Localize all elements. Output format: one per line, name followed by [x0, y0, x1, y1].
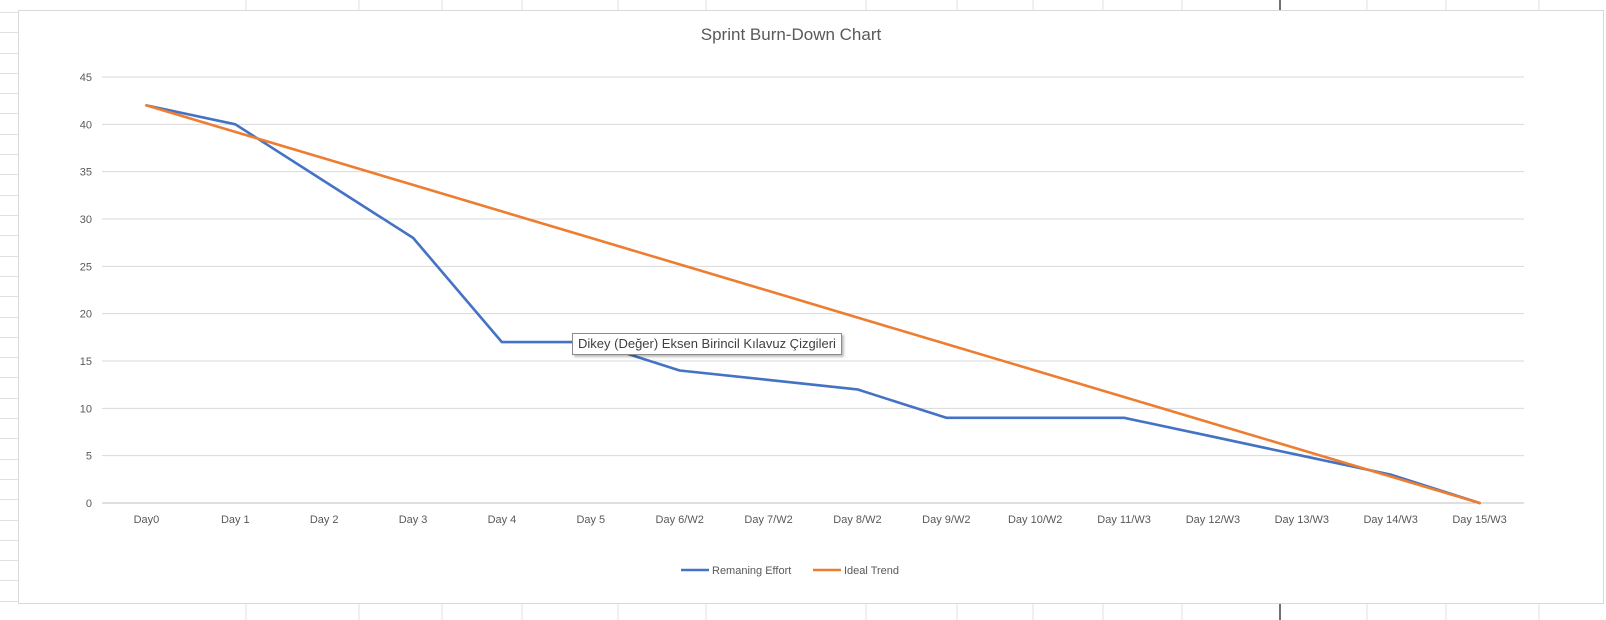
x-tick-label: Day0 — [134, 514, 160, 526]
series-line-remaining-effort[interactable] — [145, 104, 1481, 505]
x-tick-label: Day 5 — [576, 514, 605, 526]
x-tick-label: Day 4 — [488, 514, 517, 526]
x-tick-label: Day 14/W3 — [1363, 514, 1417, 526]
gridlines-tooltip: Dikey (Değer) Eksen Birincil Kılavuz Çiz… — [572, 333, 842, 355]
x-tick-label: Day 3 — [399, 514, 428, 526]
series-line-ideal-trend[interactable] — [145, 104, 1481, 505]
legend-label: Remaning Effort — [712, 565, 791, 577]
x-tick-label: Day 2 — [310, 514, 339, 526]
chart-area[interactable]: Sprint Burn-Down Chart 0 5 10 15 20 25 30 35 40 4… — [18, 10, 1604, 604]
y-tick-label: 45 — [80, 72, 92, 84]
y-tick-label: 5 — [86, 451, 92, 463]
x-tick-label: Day 8/W2 — [833, 514, 881, 526]
y-tick-label: 10 — [80, 403, 92, 415]
y-tick-label: 15 — [80, 356, 92, 368]
legend-label: Ideal Trend — [844, 565, 899, 577]
y-tick-label: 25 — [80, 261, 92, 273]
x-axis-tick-labels: Day0 Day 1 Day 2 Day 3 Day 4 Day 5 Day 6/W2 Day… — [134, 514, 1507, 526]
chart-title: Sprint Burn-Down Chart — [701, 25, 882, 44]
x-tick-label: Day 13/W3 — [1275, 514, 1329, 526]
y-tick-label: 40 — [80, 119, 92, 131]
x-tick-label: Day 11/W3 — [1097, 514, 1151, 526]
y-tick-label: 35 — [80, 167, 92, 179]
x-tick-label: Day 7/W2 — [744, 514, 792, 526]
legend: Remaning Effort Ideal Trend — [681, 565, 899, 577]
x-tick-label: Day 15/W3 — [1452, 514, 1506, 526]
y-tick-label: 20 — [80, 309, 92, 321]
x-tick-label: Day 10/W2 — [1008, 514, 1062, 526]
burn-down-chart: Sprint Burn-Down Chart 0 5 10 15 20 25 30 35 40 4… — [80, 25, 1524, 577]
x-tick-label: Day 1 — [221, 514, 250, 526]
y-tick-label: 0 — [86, 498, 92, 510]
x-tick-label: Day 12/W3 — [1186, 514, 1240, 526]
series-lines — [145, 104, 1481, 505]
x-tick-label: Day 9/W2 — [922, 514, 970, 526]
y-tick-label: 30 — [80, 214, 92, 226]
x-tick-label: Day 6/W2 — [656, 514, 704, 526]
gridlines — [102, 76, 1524, 504]
y-axis-tick-labels: 0 5 10 15 20 25 30 35 40 45 — [80, 72, 92, 510]
